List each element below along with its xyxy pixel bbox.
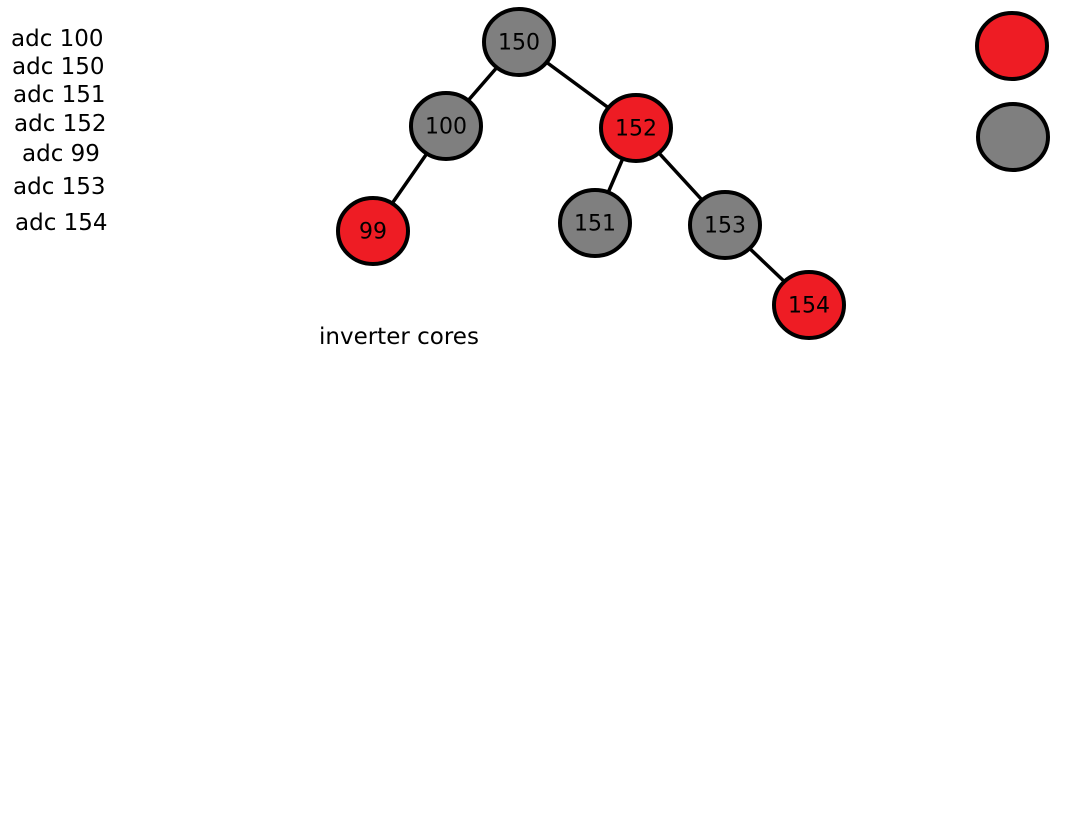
node-label: 151	[574, 212, 616, 237]
insert-step-5: adc 99	[22, 141, 100, 167]
node-label: 154	[788, 294, 830, 319]
tree-node-151: 151	[558, 188, 632, 258]
tree-node-152: 152	[599, 93, 673, 163]
tree-node-154: 154	[772, 270, 846, 340]
tree-node-99: 99	[336, 196, 410, 266]
legend-swatch-red	[975, 11, 1049, 81]
legend-swatch-gray	[976, 102, 1050, 172]
tree-node-153: 153	[688, 190, 762, 260]
insert-step-6: adc 153	[13, 174, 106, 200]
node-circle-gray	[688, 190, 762, 260]
node-circle-red	[599, 93, 673, 163]
tree-edges	[371, 40, 811, 307]
insert-step-1: adc 100	[11, 26, 104, 52]
insert-step-7: adc 154	[15, 210, 108, 236]
color-legend	[975, 11, 1050, 172]
node-label: 99	[359, 220, 387, 245]
insert-sequence-list: adc 100 adc 150 adc 151 adc 152 adc 99 a…	[0, 0, 130, 240]
tree-node-100: 100	[409, 91, 483, 161]
node-label: 153	[704, 214, 746, 239]
node-circle-gray	[482, 7, 556, 77]
node-label: 100	[425, 115, 467, 140]
node-label: 150	[498, 31, 540, 56]
node-circle-red	[772, 270, 846, 340]
insert-step-4: adc 152	[14, 111, 107, 137]
node-label: 152	[615, 117, 657, 142]
insert-step-3: adc 151	[13, 82, 106, 108]
diagram-caption: inverter cores	[319, 324, 479, 350]
node-circle-gray	[409, 91, 483, 161]
insert-step-2: adc 150	[12, 54, 105, 80]
tree-node-150: 150	[482, 7, 556, 77]
node-circle-gray	[558, 188, 632, 258]
tree-nodes: 150 100 152 99 151 153 154	[336, 7, 846, 340]
node-circle-red	[336, 196, 410, 266]
